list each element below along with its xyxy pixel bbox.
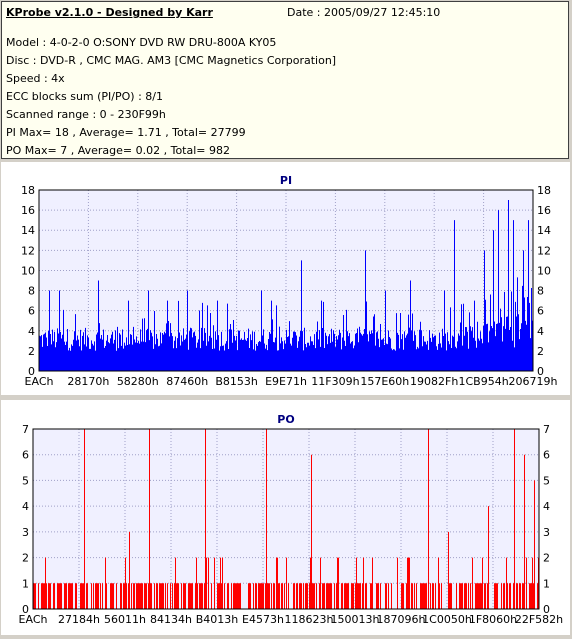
x-tick-label: 27184h [58, 613, 100, 626]
x-tick-label: 206719h [509, 375, 558, 388]
plot-frame [38, 189, 534, 372]
y-tick-label-left: 5 [22, 474, 29, 487]
info-panel: KProbe v2.1.0 - Designed by Karr Date : … [1, 1, 569, 159]
y-tick-label-right: 16 [537, 204, 551, 217]
y-tick-label-right: 2 [537, 345, 544, 358]
x-tick-label: 1C0050h [422, 613, 472, 626]
x-tick-label: 84134h [150, 613, 192, 626]
po-summary-line: PO Max= 7 , Average= 0.02 , Total= 982 [6, 144, 230, 157]
y-tick-label-left: 6 [22, 449, 29, 462]
y-tick-label-right: 0 [537, 365, 544, 378]
x-tick-label: 187096h [377, 613, 426, 626]
y-tick-label-right: 18 [537, 184, 551, 197]
y-tick-label-left: 8 [28, 285, 35, 298]
y-tick-label-left: 2 [22, 552, 29, 565]
x-tick-label: 1F8060h [469, 613, 517, 626]
y-tick-label-left: 7 [22, 423, 29, 436]
y-tick-label-right: 3 [543, 526, 550, 539]
y-tick-label-right: 4 [537, 325, 544, 338]
y-tick-label-right: 10 [537, 264, 551, 277]
y-tick-label-left: 6 [28, 305, 35, 318]
speed-line: Speed : 4x [6, 72, 65, 85]
po-chart-panel: PO 0 0 1 1 2 2 3 3 4 4 5 5 6 6 7 7 EACh 27184h 56011h 84134h… [1, 400, 570, 635]
x-tick-label: B4013h [196, 613, 239, 626]
bars [33, 429, 539, 609]
x-tick-label: 150013h [331, 613, 380, 626]
x-tick-label: 157E60h [360, 375, 409, 388]
plot-frame [32, 428, 540, 610]
pi-summary-line: PI Max= 18 , Average= 1.71 , Total= 2779… [6, 126, 246, 139]
x-tick-label: E9E71h [265, 375, 307, 388]
x-tick-label: 28170h [67, 375, 109, 388]
x-tick-label: 19082Fh [410, 375, 458, 388]
y-tick-label-left: 4 [22, 500, 29, 513]
y-tick-label-right: 0 [543, 603, 550, 616]
disc-line: Disc : DVD-R , CMC MAG. AM3 [CMC Magneti… [6, 54, 337, 67]
bars [39, 200, 533, 371]
y-tick-label-right: 4 [543, 500, 550, 513]
x-tick-label: 118623h [285, 613, 334, 626]
y-tick-label-right: 1 [543, 577, 550, 590]
y-tick-label-left: 10 [21, 264, 35, 277]
app-title: KProbe v2.1.0 - Designed by Karr [6, 6, 213, 19]
chart-title: PI [280, 174, 292, 187]
x-tick-label: B8153h [215, 375, 258, 388]
x-tick-label: 56011h [104, 613, 146, 626]
chart-title: PO [277, 413, 294, 426]
y-tick-label-right: 12 [537, 244, 551, 257]
y-tick-label-left: 3 [22, 526, 29, 539]
y-tick-label-right: 8 [537, 285, 544, 298]
pi-chart: PI 0 0 2 2 4 4 6 6 8 8 10 10 12 12 14 14 16 16 18 18 EACh 2817… [21, 174, 558, 388]
y-tick-label-right: 7 [543, 423, 550, 436]
y-tick-label-left: 4 [28, 325, 35, 338]
x-tick-label: 11F309h [311, 375, 359, 388]
ecc-line: ECC blocks sum (PI/PO) : 8/1 [6, 90, 163, 103]
y-tick-label-left: 1 [22, 577, 29, 590]
y-tick-label-left: 0 [28, 365, 35, 378]
scan-date: Date : 2005/09/27 12:45:10 [287, 6, 441, 19]
x-tick-label: E4573h [242, 613, 284, 626]
x-tick-label: 58280h [117, 375, 159, 388]
x-tick-label: EACh [19, 613, 48, 626]
x-tick-label: 87460h [166, 375, 208, 388]
model-line: Model : 4-0-2-0 O:SONY DVD RW DRU-800A K… [6, 36, 277, 49]
y-tick-label-right: 2 [543, 552, 550, 565]
x-tick-label: 22F582h [515, 613, 563, 626]
y-tick-label-left: 0 [22, 603, 29, 616]
y-tick-label-right: 5 [543, 474, 550, 487]
x-tick-label: 1CB954h [458, 375, 508, 388]
y-tick-label-left: 12 [21, 244, 35, 257]
y-tick-label-left: 2 [28, 345, 35, 358]
pi-chart-panel: PI 0 0 2 2 4 4 6 6 8 8 10 10 12 12 14 14 16 16 18 18 EACh 2817… [1, 162, 570, 395]
y-tick-label-left: 14 [21, 224, 35, 237]
y-tick-label-right: 14 [537, 224, 551, 237]
y-tick-label-left: 18 [21, 184, 35, 197]
y-tick-label-left: 16 [21, 204, 35, 217]
y-tick-label-right: 6 [543, 449, 550, 462]
range-line: Scanned range : 0 - 230F99h [6, 108, 166, 121]
po-chart: PO 0 0 1 1 2 2 3 3 4 4 5 5 6 6 7 7 EACh 27184h 56011h 84134h… [19, 413, 564, 626]
y-tick-label-right: 6 [537, 305, 544, 318]
x-tick-label: EACh [25, 375, 54, 388]
